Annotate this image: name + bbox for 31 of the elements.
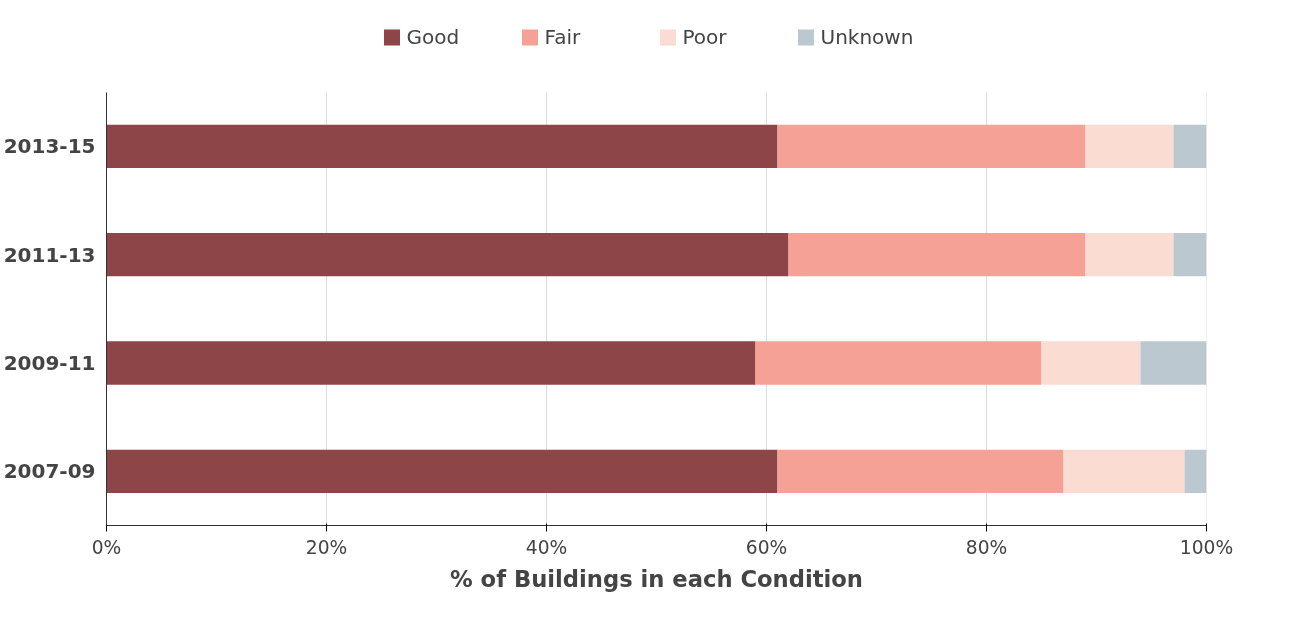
x-tick-label: 80%	[965, 536, 1008, 558]
bar	[1085, 124, 1174, 168]
bar	[1184, 449, 1207, 493]
bar	[1041, 341, 1141, 385]
x-tick-label: 20%	[305, 536, 348, 558]
bar	[1085, 233, 1174, 277]
legend-label: Good	[406, 25, 461, 49]
bar	[106, 341, 756, 385]
bar	[1063, 449, 1185, 493]
y-tick-label: 2009-11	[3, 351, 96, 375]
bar	[1173, 124, 1207, 168]
y-tick-label: 2013-15	[3, 134, 96, 159]
bar	[106, 449, 778, 493]
bar	[1140, 341, 1207, 385]
y-tick-label: 2007-09	[3, 459, 96, 484]
bar	[1173, 233, 1207, 277]
x-tick-label: 100%	[1179, 536, 1234, 558]
x-tick-label: 0%	[91, 536, 122, 558]
bar	[777, 449, 1064, 493]
x-tick-label: 60%	[745, 536, 788, 558]
y-tick-label: 2011-13	[3, 242, 96, 267]
bar	[755, 341, 1042, 385]
legend-label: Poor	[682, 25, 728, 49]
x-axis-title: % of Buildings in each Condition	[449, 565, 864, 592]
x-tick-label: 40%	[525, 536, 568, 558]
bar	[777, 124, 1086, 168]
legend-label: Fair	[544, 25, 582, 49]
bar	[106, 124, 778, 168]
bar	[788, 233, 1086, 277]
bar	[106, 233, 789, 277]
legend-label: Unknown	[820, 25, 915, 49]
